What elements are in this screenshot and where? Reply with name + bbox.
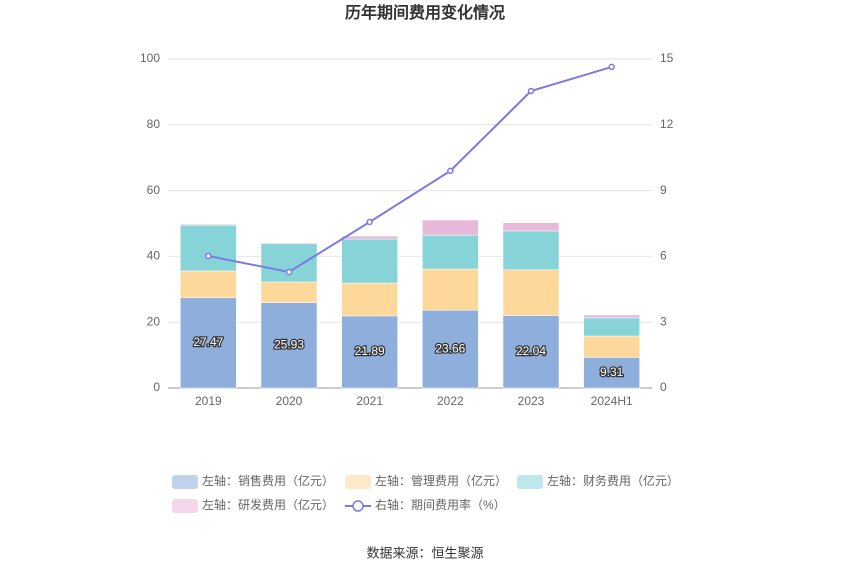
bar <box>260 302 318 389</box>
data-label: 9.31 <box>600 365 624 379</box>
line-point <box>205 252 212 260</box>
y-tick-label: 60 <box>147 183 161 197</box>
legend-label: 左轴：研发费用（亿元） <box>202 497 334 512</box>
y-tick-label: 20 <box>147 314 161 328</box>
y2-tick-label: 9 <box>660 183 667 197</box>
bar <box>583 314 640 319</box>
bar <box>422 268 479 311</box>
legend-label: 左轴：管理费用（亿元） <box>375 473 507 488</box>
y-tick-label: 80 <box>147 117 161 131</box>
bar <box>260 242 318 245</box>
data-label: 22.04 <box>516 344 546 358</box>
y-tick-label: 0 <box>153 380 160 394</box>
legend-swatch <box>172 475 198 489</box>
legend-label: 左轴：财务费用（亿元） <box>547 473 679 488</box>
bar <box>180 270 237 298</box>
data-label: 27.47 <box>193 335 223 349</box>
bar <box>502 222 560 232</box>
y2-tick-label: 3 <box>660 314 667 328</box>
bar <box>341 282 398 317</box>
x-tick-label: 2020 <box>276 394 303 408</box>
bar <box>583 317 640 337</box>
bar <box>502 315 560 389</box>
data-label: 25.93 <box>274 338 304 352</box>
y2-tick-label: 12 <box>660 117 674 131</box>
bar <box>260 243 318 283</box>
bar <box>583 357 640 389</box>
bar <box>180 297 237 389</box>
legend-swatch <box>172 499 198 513</box>
bar <box>583 335 640 358</box>
x-tick-label: 2024H1 <box>591 394 633 408</box>
legend-swatch <box>345 475 371 489</box>
legend-swatch <box>517 475 543 489</box>
y2-tick-label: 0 <box>660 380 667 394</box>
bar <box>502 269 560 316</box>
y2-tick-label: 6 <box>660 249 667 263</box>
legend-swatch <box>352 500 364 512</box>
y2-tick-label: 15 <box>660 51 674 65</box>
legend-label: 左轴：销售费用（亿元） <box>202 473 334 488</box>
source: 数据来源：恒生聚源 <box>366 545 483 560</box>
bar <box>341 235 398 240</box>
legend-label: 右轴：期间费用率（%） <box>375 497 506 512</box>
bar <box>180 224 237 272</box>
x-tick-label: 2019 <box>195 394 222 408</box>
bar <box>422 234 479 270</box>
x-tick-label: 2022 <box>437 394 464 408</box>
bar <box>341 315 398 389</box>
y-tick-label: 40 <box>147 249 161 263</box>
line-point <box>447 167 454 175</box>
data-label: 23.66 <box>435 341 465 355</box>
bar <box>260 281 318 303</box>
bar <box>180 224 237 226</box>
bar <box>422 219 479 236</box>
line-point <box>527 87 535 95</box>
bar <box>422 309 479 389</box>
data-label: 21.89 <box>355 344 385 358</box>
y-tick-label: 100 <box>140 51 160 65</box>
x-tick-label: 2021 <box>356 394 383 408</box>
line-point <box>608 63 615 71</box>
bar <box>341 238 398 284</box>
line-point <box>366 218 373 226</box>
chart-title: 历年期间费用变化情况 <box>345 3 505 22</box>
line-point <box>285 268 293 276</box>
line <box>208 65 612 274</box>
bar <box>502 230 560 271</box>
x-tick-label: 2023 <box>518 394 545 408</box>
